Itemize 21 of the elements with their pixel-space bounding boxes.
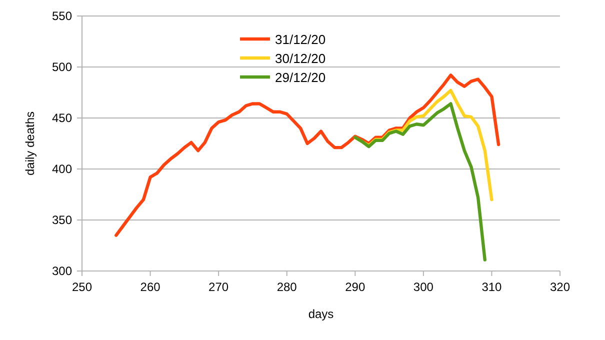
- legend-label: 29/12/20: [275, 70, 326, 85]
- x-tick-label: 250: [72, 280, 92, 294]
- line-series: [354, 102, 486, 262]
- y-tick-label: 400: [52, 162, 72, 176]
- y-axis-title: daily deaths: [23, 111, 37, 176]
- x-tick-label: 260: [140, 280, 161, 294]
- y-tick-label: 350: [52, 213, 72, 227]
- x-tick-label: 310: [482, 280, 502, 294]
- y-tick-label: 500: [52, 60, 72, 74]
- x-tick-label: 300: [413, 280, 434, 294]
- y-tick-label: 300: [52, 264, 72, 278]
- y-tick-label: 450: [52, 111, 72, 125]
- x-tick-label: 280: [276, 280, 298, 294]
- x-axis-title: days: [308, 307, 334, 321]
- line-series: [114, 74, 500, 237]
- y-tick-label: 550: [52, 9, 72, 23]
- x-tick-label: 270: [208, 280, 229, 294]
- x-tick-label: 290: [345, 280, 366, 294]
- legend-label: 30/12/20: [275, 51, 326, 66]
- legend-label: 31/12/20: [275, 32, 326, 47]
- x-tick-label: 320: [550, 280, 570, 294]
